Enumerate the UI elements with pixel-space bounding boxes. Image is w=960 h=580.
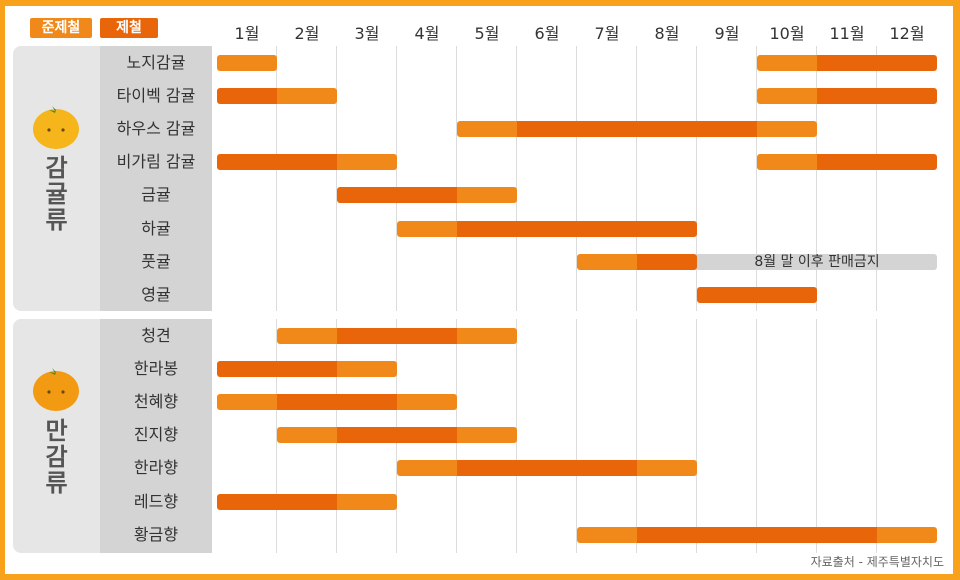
row-label: 하우스 감귤 bbox=[116, 119, 196, 139]
month-gridline bbox=[336, 46, 337, 311]
season-bar-peak bbox=[637, 253, 697, 270]
month-label: 4월 bbox=[414, 24, 440, 43]
season-bar-peak bbox=[817, 154, 937, 171]
row-label: 진지향 bbox=[133, 425, 179, 445]
row-label: 비가림 감귤 bbox=[116, 152, 196, 172]
month-gridline bbox=[576, 319, 577, 553]
name-column-citrus bbox=[100, 46, 212, 311]
season-bar-peak bbox=[337, 187, 457, 204]
month-gridline bbox=[276, 319, 277, 553]
season-bar-semi bbox=[337, 493, 397, 510]
season-bar-peak bbox=[517, 121, 757, 138]
season-bar-peak bbox=[337, 328, 457, 344]
season-bar-peak bbox=[637, 526, 877, 543]
month-gridline bbox=[816, 46, 817, 311]
month-label: 5월 bbox=[474, 24, 500, 43]
row-label: 타이벡 감귤 bbox=[116, 86, 196, 106]
tangerine-icon bbox=[33, 106, 79, 149]
season-bar-semi bbox=[757, 55, 817, 71]
season-bar-peak bbox=[457, 220, 697, 237]
source-note: 자료출처 - 제주특별자치도 bbox=[810, 555, 944, 569]
month-gridline bbox=[576, 46, 577, 311]
season-bar-semi bbox=[337, 154, 397, 171]
month-gridline bbox=[756, 319, 757, 553]
season-bar-peak bbox=[817, 88, 937, 105]
legend-peak-season: 제철 bbox=[100, 18, 158, 38]
month-gridline bbox=[696, 319, 697, 553]
month-gridline bbox=[696, 46, 697, 311]
row-label: 노지감귤 bbox=[126, 53, 186, 72]
month-label: 9월 bbox=[714, 24, 740, 43]
month-label: 3월 bbox=[354, 24, 380, 43]
month-gridline bbox=[876, 46, 877, 311]
month-label: 1월 bbox=[234, 24, 260, 43]
month-gridline bbox=[816, 319, 817, 553]
season-bar-semi bbox=[217, 55, 277, 71]
season-bar-semi bbox=[277, 88, 337, 105]
row-label: 천혜향 bbox=[133, 392, 179, 412]
season-bar-semi bbox=[457, 328, 517, 344]
season-bar-peak bbox=[217, 88, 277, 105]
season-bar-semi bbox=[457, 427, 517, 444]
season-bar-semi bbox=[217, 394, 277, 411]
season-bar-semi bbox=[397, 220, 457, 237]
season-bar-semi bbox=[757, 88, 817, 105]
season-bar-peak bbox=[457, 460, 637, 477]
month-label: 8월 bbox=[654, 24, 680, 43]
season-bar-peak bbox=[217, 493, 337, 510]
month-label: 7월 bbox=[594, 24, 620, 43]
season-bar-semi bbox=[757, 154, 817, 171]
season-bar-peak bbox=[277, 394, 397, 411]
season-bar-peak bbox=[817, 55, 937, 71]
season-bar-semi bbox=[637, 460, 697, 477]
season-bar-semi bbox=[577, 253, 637, 270]
row-label: 영귤 bbox=[141, 284, 171, 304]
row-label: 풋귤 bbox=[141, 251, 171, 271]
month-gridline bbox=[516, 46, 517, 311]
season-bar-semi bbox=[757, 121, 817, 138]
season-bar-semi bbox=[457, 187, 517, 204]
legend-semi-season: 준제철 bbox=[30, 18, 92, 38]
month-gridline bbox=[756, 46, 757, 311]
season-bar-semi bbox=[577, 526, 637, 543]
season-bar-semi bbox=[337, 361, 397, 378]
season-bar-peak bbox=[337, 427, 457, 444]
month-label: 2월 bbox=[294, 24, 320, 43]
month-label: 10월 bbox=[769, 24, 805, 43]
month-label: 11월 bbox=[829, 24, 865, 43]
row-label: 한라봉 bbox=[133, 359, 179, 379]
season-bar-semi bbox=[277, 328, 337, 344]
row-label: 청견 bbox=[141, 326, 171, 345]
season-bar-semi bbox=[397, 394, 457, 411]
row-label: 금귤 bbox=[141, 185, 171, 205]
season-bar-semi bbox=[277, 427, 337, 444]
month-label: 12월 bbox=[889, 24, 925, 43]
season-bar-peak bbox=[697, 286, 817, 303]
tangerine-icon bbox=[33, 368, 79, 411]
month-gridline bbox=[636, 46, 637, 311]
month-gridline bbox=[456, 46, 457, 311]
sales-ban-note: 8월 말 이후 판매금지 bbox=[697, 253, 937, 270]
month-gridline bbox=[876, 319, 877, 553]
season-bar-peak bbox=[217, 361, 337, 378]
row-label: 황금향 bbox=[133, 524, 179, 544]
month-gridline bbox=[396, 46, 397, 311]
month-gridline bbox=[636, 319, 637, 553]
name-column-mangam bbox=[100, 319, 212, 553]
row-label: 레드향 bbox=[133, 491, 179, 511]
season-bar-peak bbox=[217, 154, 337, 171]
row-label: 하귤 bbox=[141, 218, 171, 238]
row-label: 한라향 bbox=[133, 458, 179, 478]
season-bar-semi bbox=[457, 121, 517, 138]
season-bar-semi bbox=[877, 526, 937, 543]
season-bar-semi bbox=[397, 460, 457, 477]
month-gridline bbox=[276, 46, 277, 311]
month-label: 6월 bbox=[534, 24, 560, 43]
